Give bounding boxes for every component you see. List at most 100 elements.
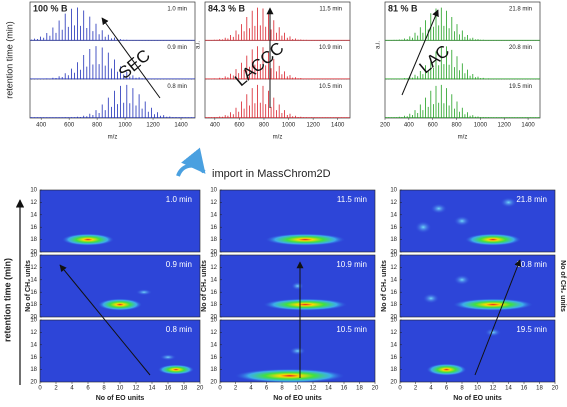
x-tick-label: 1000: [118, 123, 132, 129]
y-tick-label: 18: [390, 237, 397, 243]
ai-label: a.i.: [376, 41, 382, 49]
x-tick-label: 2: [54, 386, 58, 392]
y-tick-label: 10: [390, 188, 397, 194]
x-tick-label: 4: [70, 386, 74, 392]
y-tick-label: 10: [210, 253, 217, 259]
time-label: 1.0 min: [167, 7, 187, 13]
spectrum-frame: [29, 1, 196, 119]
y-tick-label: 12: [390, 200, 397, 206]
y-tick-label: 10: [210, 318, 217, 324]
y-tick-label: 16: [30, 225, 37, 231]
trend-arrow: [474, 259, 521, 376]
x-tick-label: 600: [234, 123, 245, 129]
x-tick-label: 1000: [474, 123, 488, 129]
x-tick-label: 1400: [521, 123, 535, 129]
y-tick-label: 18: [30, 367, 37, 373]
x-tick-label: 800: [92, 123, 103, 129]
x-tick-label: 18: [356, 386, 363, 392]
x-tick-label: 20: [552, 386, 559, 392]
heatmap-spot: [430, 203, 447, 214]
heatmap-spot: [158, 364, 194, 375]
x-label: m/z: [108, 135, 118, 141]
spectrum: [385, 46, 539, 80]
x-tick-label: 800: [259, 123, 270, 129]
y-tick-label: 16: [390, 355, 397, 361]
heatmap-spot: [485, 328, 501, 337]
y-tick-label: 18: [30, 237, 37, 243]
time-label: 0.8 min: [166, 325, 192, 334]
y-tick-label: 10: [30, 188, 37, 194]
x-tick-label: 800: [452, 123, 463, 129]
x-tick-label: 6: [86, 386, 90, 392]
y-tick-label: 16: [390, 225, 397, 231]
y-tick-label: 16: [210, 290, 217, 296]
heatmap-spot: [263, 298, 348, 311]
heatmap-spot: [62, 233, 114, 246]
time-label: 20.8 min: [509, 45, 532, 51]
y-tick-label: 20: [30, 315, 37, 321]
heatmap-spot: [234, 368, 345, 383]
x-tick-label: 14: [505, 386, 512, 392]
import-arrow: [176, 147, 206, 177]
time-label: 10.5 min: [336, 325, 367, 334]
y-tick-label: 20: [390, 315, 397, 321]
heatmap-spot: [160, 354, 176, 361]
time-label: 20.8 min: [516, 260, 547, 269]
y-label: No of CH₂ units: [559, 260, 566, 312]
y-tick-label: 10: [30, 253, 37, 259]
y-tick-label: 14: [30, 342, 37, 348]
eluent-label: 81 % B: [388, 3, 418, 13]
y-label: No of CH₂ units: [25, 260, 32, 312]
time-label: 10.9 min: [319, 45, 342, 51]
x-tick-label: 10: [294, 386, 301, 392]
y-tick-label: 14: [390, 212, 397, 218]
time-label: 0.9 min: [167, 45, 187, 51]
x-tick-label: 10: [117, 386, 124, 392]
y-tick-label: 18: [210, 302, 217, 308]
y-tick-label: 16: [30, 355, 37, 361]
y-tick-label: 10: [390, 253, 397, 259]
heatmap-spot: [500, 197, 517, 208]
y-tick-label: 10: [210, 188, 217, 194]
y-tick-label: 16: [390, 290, 397, 296]
time-label: 21.8 min: [516, 195, 547, 204]
y-tick-label: 14: [210, 277, 217, 283]
x-label: m/z: [458, 135, 468, 141]
x-tick-label: 400: [404, 123, 415, 129]
x-tick-label: 6: [265, 386, 269, 392]
x-tick-label: 14: [149, 386, 156, 392]
trend-arrow: [401, 9, 439, 96]
y-label: No of CH₂ units: [201, 260, 208, 312]
x-label: m/z: [273, 135, 283, 141]
y-tick-label: 20: [210, 250, 217, 256]
x-tick-label: 16: [521, 386, 528, 392]
y-tick-label: 14: [210, 342, 217, 348]
eluent-label: 100 % B: [33, 3, 68, 13]
time-label: 0.9 min: [166, 260, 192, 269]
y-tick-label: 12: [30, 265, 37, 271]
heatmap-bg: [399, 319, 556, 383]
x-tick-label: 14: [325, 386, 332, 392]
x-tick-label: 1400: [331, 123, 345, 129]
heatmap-spot: [291, 282, 304, 290]
x-tick-label: 12: [490, 386, 497, 392]
x-tick-label: 0: [38, 386, 42, 392]
x-tick-label: 6: [445, 386, 449, 392]
x-tick-label: 0: [218, 386, 222, 392]
y-tick-label: 14: [30, 212, 37, 218]
heatmap-spot: [289, 347, 306, 355]
y-tick-label: 12: [210, 200, 217, 206]
x-tick-label: 2: [234, 386, 238, 392]
trend-arrow: [59, 264, 151, 376]
x-tick-label: 2: [414, 386, 418, 392]
x-label: No of EO units: [453, 395, 502, 402]
heatmap-spot: [454, 216, 470, 226]
x-tick-label: 400: [36, 123, 47, 129]
x-tick-label: 600: [428, 123, 439, 129]
y-tick-label: 20: [390, 250, 397, 256]
spectrum-frame: [204, 1, 351, 119]
x-tick-label: 200: [380, 123, 391, 129]
x-tick-label: 8: [460, 386, 464, 392]
x-tick-label: 4: [249, 386, 253, 392]
